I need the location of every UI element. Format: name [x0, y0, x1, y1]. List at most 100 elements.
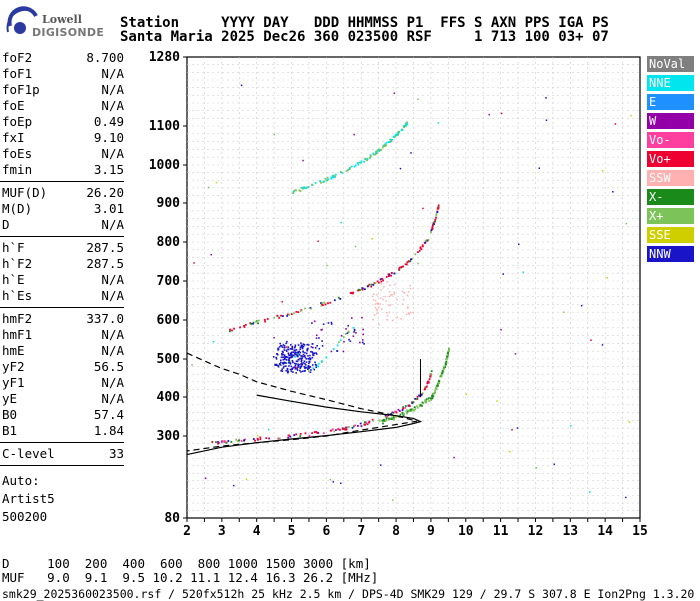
param-label: MUF(D): [2, 185, 48, 200]
echo-point: [337, 296, 340, 299]
spread-echo: [294, 368, 297, 370]
clevel-row: C-level 33: [2, 446, 124, 462]
echo-point: [266, 318, 269, 320]
echo-point: [349, 292, 352, 294]
y-tick-label: 900: [157, 196, 181, 211]
echo-point: [265, 437, 268, 440]
echo-point: [389, 141, 391, 143]
spread-echo: [361, 316, 363, 319]
spread-echo: [290, 354, 293, 357]
ssw-echo: [407, 291, 410, 293]
spread-echo: [306, 368, 309, 370]
spread-echo: [296, 369, 299, 371]
spread-echo: [307, 344, 310, 346]
spread-echo: [301, 346, 304, 348]
echo-point: [410, 410, 413, 412]
spread-echo: [288, 357, 291, 360]
echo-point: [301, 187, 303, 189]
param-label: foEs: [2, 146, 33, 161]
spread-echo: [277, 364, 279, 367]
param-value: 56.5: [93, 359, 124, 374]
x-tick-label: 4: [253, 524, 261, 539]
spread-echo: [303, 365, 306, 368]
legend-item: W: [647, 113, 694, 129]
echo-point: [380, 280, 383, 283]
spread-echo: [281, 362, 284, 364]
echo-point: [299, 190, 302, 192]
spread-echo: [275, 356, 277, 359]
param-row: foEs N/A: [2, 146, 124, 162]
spread-echo: [283, 354, 286, 356]
param-row: fxI 9.10: [2, 130, 124, 146]
spread-echo: [298, 353, 301, 356]
echo-point: [335, 429, 337, 431]
echo-point: [441, 370, 444, 372]
echo-point: [374, 153, 377, 156]
echo-point: [320, 303, 323, 306]
spread-echo: [302, 353, 305, 356]
ssw-echo: [401, 290, 404, 293]
ssw-echo: [376, 302, 379, 305]
echo-point: [428, 400, 430, 403]
echo-point: [306, 366, 309, 368]
echo-point: [398, 266, 401, 269]
noise-point: [379, 464, 382, 466]
spread-echo: [327, 322, 330, 324]
echo-point: [334, 173, 337, 176]
echo-point: [310, 307, 313, 310]
echo-point: [354, 164, 357, 167]
echo-point: [397, 132, 400, 135]
noise-point: [326, 264, 328, 267]
spread-echo: [316, 344, 318, 347]
clevel-label: C-level: [2, 446, 55, 461]
spread-echo: [291, 359, 294, 362]
spread-echo: [302, 351, 304, 353]
noise-point: [273, 336, 275, 339]
ssw-echo: [388, 311, 391, 314]
noise-point: [522, 271, 524, 273]
echo-point: [308, 434, 311, 437]
ssw-echo: [393, 291, 395, 294]
spread-echo: [275, 357, 278, 360]
x-tick-label: 10: [458, 524, 474, 539]
spread-echo: [302, 345, 305, 348]
noise-point: [317, 240, 319, 242]
noise-point: [353, 133, 355, 136]
spread-echo: [281, 346, 284, 349]
spread-echo: [307, 366, 310, 369]
echo-point: [278, 437, 281, 440]
spread-echo: [314, 361, 316, 364]
ssw-echo: [407, 307, 409, 309]
echo-point: [416, 406, 419, 409]
echo-point: [243, 440, 245, 443]
spread-echo: [296, 351, 298, 354]
echo-point: [429, 373, 432, 375]
noise-point: [417, 262, 419, 265]
spread-echo: [318, 337, 320, 339]
spread-echo: [297, 364, 300, 367]
echo-point: [329, 429, 332, 432]
ssw-echo: [379, 303, 382, 305]
spread-echo: [348, 338, 350, 341]
spread-echo: [286, 368, 289, 371]
spread-echo: [289, 343, 292, 346]
echo-point: [384, 420, 386, 422]
spread-echo: [315, 364, 317, 366]
echo-point: [436, 207, 439, 210]
spread-echo: [300, 371, 302, 373]
echo-point: [396, 133, 398, 136]
echo-point: [406, 121, 408, 124]
echo-point: [360, 425, 363, 427]
param-value: N/A: [101, 82, 124, 97]
spread-echo: [301, 357, 304, 359]
spread-echo: [330, 321, 333, 324]
spread-echo: [305, 366, 307, 369]
echo-point: [390, 274, 393, 277]
spread-echo: [289, 352, 292, 355]
noise-point: [500, 112, 503, 115]
spread-echo: [286, 371, 289, 374]
spread-echo: [300, 344, 303, 347]
spread-echo: [298, 350, 301, 353]
spread-echo: [296, 355, 299, 357]
param-label: foF2: [2, 50, 33, 65]
